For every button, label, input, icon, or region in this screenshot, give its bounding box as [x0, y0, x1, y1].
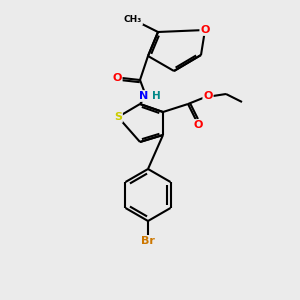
Text: S: S	[114, 112, 122, 122]
Text: O: O	[112, 73, 122, 83]
Text: N: N	[140, 91, 148, 101]
Text: CH₃: CH₃	[124, 16, 142, 25]
Text: H: H	[152, 91, 160, 101]
Text: O: O	[200, 25, 210, 35]
Text: Br: Br	[141, 236, 155, 246]
Text: O: O	[203, 91, 213, 101]
Text: O: O	[193, 120, 203, 130]
